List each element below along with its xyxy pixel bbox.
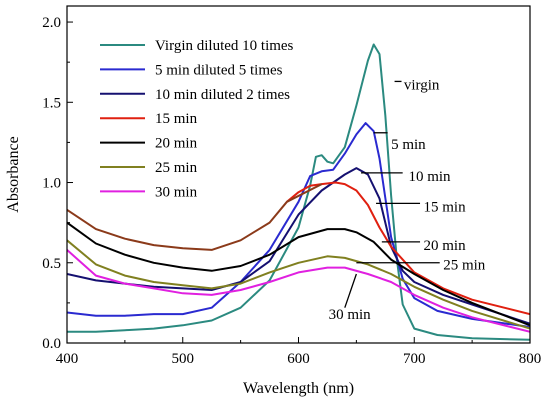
y-axis: 0.0 0.5 1.0 1.5 2.0 [42, 15, 73, 352]
annotation-label: 10 min [408, 169, 451, 185]
x-tick-label: 700 [403, 351, 426, 367]
y-tick-label: 0.5 [42, 256, 61, 272]
series-line-2 [67, 122, 530, 328]
y-tick-label: 1.5 [42, 95, 61, 111]
x-tick-label: 400 [56, 351, 79, 367]
legend: Virgin diluted 10 times 5 min diluted 5 t… [100, 38, 294, 200]
annotation-label: virgin [404, 78, 440, 94]
legend-label: 15 min [155, 111, 198, 127]
legend-label: 20 min [155, 136, 198, 152]
y-tick-label: 2.0 [42, 15, 61, 31]
series-line-5 [67, 221, 530, 327]
legend-label: Virgin diluted 10 times [155, 38, 294, 54]
legend-label: 10 min diluted 2 times [155, 87, 290, 103]
x-axis-title: Wavelength (nm) [243, 380, 354, 397]
annotation-label: 5 min [391, 137, 426, 153]
series-line-8 [67, 183, 323, 251]
legend-label: 30 min [155, 184, 198, 200]
annotation-leader [344, 273, 357, 308]
plot-frame [66, 5, 531, 344]
x-axis: 400 500 600 700 800 [56, 337, 542, 367]
annotation-label: 15 min [424, 200, 467, 216]
series-line-7 [67, 249, 530, 333]
annotation-label: 30 min [329, 307, 372, 323]
x-tick-label: 800 [519, 351, 542, 367]
x-tick-label: 600 [287, 351, 310, 367]
y-tick-label: 0.0 [42, 336, 61, 352]
curve-annotations: virgin 5 min 10 min 15 min 20 min 25 min 30 mi… [329, 78, 486, 323]
legend-label: 25 min [155, 160, 198, 176]
y-axis-title: Absorbance [5, 136, 22, 212]
series-line-6 [67, 239, 530, 330]
x-tick-label: 500 [172, 351, 195, 367]
annotation-label: 25 min [443, 257, 486, 273]
annotation-label: 20 min [424, 238, 467, 254]
series-line-4 [286, 181, 530, 316]
series-lines [67, 43, 530, 341]
y-tick-label: 1.0 [42, 176, 61, 192]
legend-label: 5 min diluted 5 times [155, 62, 283, 78]
series-line-1 [67, 43, 530, 341]
